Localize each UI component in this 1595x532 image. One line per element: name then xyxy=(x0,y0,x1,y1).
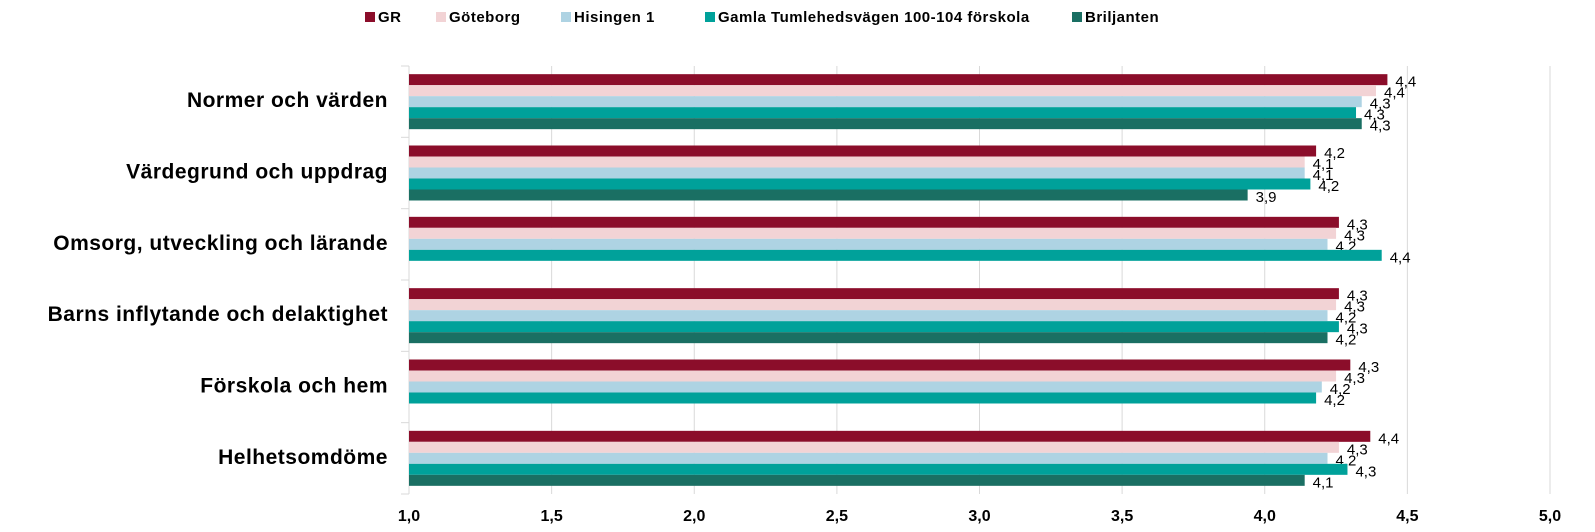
bar xyxy=(409,167,1305,179)
bar xyxy=(409,430,1371,442)
value-label: 4,4 xyxy=(1384,85,1405,102)
x-tick-label: 1,0 xyxy=(398,508,420,525)
legend-swatch xyxy=(365,12,375,22)
bar xyxy=(409,370,1337,382)
legend-label: Hisingen 1 xyxy=(574,9,655,26)
value-label: 4,3 xyxy=(1347,288,1368,305)
value-label: 4,3 xyxy=(1364,107,1385,124)
value-label: 4,4 xyxy=(1395,74,1416,91)
bar xyxy=(409,332,1328,344)
bar xyxy=(409,381,1322,393)
legend-label: GR xyxy=(378,9,402,26)
value-label: 4,3 xyxy=(1347,441,1368,458)
bar xyxy=(409,238,1328,250)
bar xyxy=(409,74,1388,86)
legend-label: Göteborg xyxy=(449,9,521,26)
bar xyxy=(409,227,1337,239)
bar xyxy=(409,310,1328,322)
legend-swatch xyxy=(705,12,715,22)
bar xyxy=(409,189,1248,201)
x-tick-label: 4,5 xyxy=(1396,508,1418,525)
value-label: 4,2 xyxy=(1324,145,1345,162)
legend-swatch xyxy=(436,12,446,22)
bar xyxy=(409,156,1305,168)
value-label: 4,3 xyxy=(1347,321,1368,338)
value-label: 4,3 xyxy=(1370,96,1391,113)
value-label: 3,9 xyxy=(1256,189,1277,206)
value-label: 4,3 xyxy=(1355,463,1376,480)
category-label: Omsorg, utveckling och lärande xyxy=(53,232,388,255)
value-label: 4,2 xyxy=(1324,392,1345,409)
bar xyxy=(409,474,1305,486)
value-label: 4,2 xyxy=(1330,381,1351,398)
category-label: Värdegrund och uppdrag xyxy=(126,161,388,184)
value-label: 4,1 xyxy=(1313,474,1334,491)
value-label: 4,3 xyxy=(1358,359,1379,376)
value-label: 4,1 xyxy=(1313,167,1334,184)
bar xyxy=(409,452,1328,464)
legend-swatch xyxy=(561,12,571,22)
category-label: Normer och värden xyxy=(187,89,388,112)
bar xyxy=(409,107,1357,119)
bar xyxy=(409,118,1362,130)
bar xyxy=(409,392,1317,404)
x-tick-label: 5,0 xyxy=(1539,508,1561,525)
category-label: Barns inflytande och delaktighet xyxy=(48,303,388,326)
value-label: 4,4 xyxy=(1390,249,1411,266)
bar xyxy=(409,178,1311,190)
value-label: 4,2 xyxy=(1336,310,1357,327)
x-tick-label: 3,5 xyxy=(1111,508,1133,525)
x-tick-label: 1,5 xyxy=(541,508,563,525)
bar xyxy=(409,145,1317,157)
category-label: Helhetsomdöme xyxy=(218,446,388,469)
bar xyxy=(409,96,1362,108)
value-label: 4,4 xyxy=(1378,430,1399,447)
bar xyxy=(409,299,1337,311)
bar xyxy=(409,288,1339,300)
x-tick-label: 2,5 xyxy=(826,508,848,525)
bar xyxy=(409,359,1351,371)
x-tick-label: 4,0 xyxy=(1254,508,1276,525)
bar xyxy=(409,463,1348,475)
value-label: 4,2 xyxy=(1318,178,1339,195)
bar xyxy=(409,85,1376,97)
value-label: 4,3 xyxy=(1344,227,1365,244)
value-label: 4,1 xyxy=(1313,156,1334,173)
legend-label: Gamla Tumlehedsvägen 100-104 förskola xyxy=(718,9,1030,26)
legend-swatch xyxy=(1072,12,1082,22)
value-label: 4,3 xyxy=(1344,370,1365,387)
value-label: 4,2 xyxy=(1336,332,1357,349)
value-label: 4,3 xyxy=(1370,118,1391,135)
category-label: Förskola och hem xyxy=(200,375,388,398)
x-tick-label: 3,0 xyxy=(968,508,990,525)
bar xyxy=(409,441,1339,453)
bar xyxy=(409,249,1382,261)
bar xyxy=(409,321,1339,333)
bar xyxy=(409,216,1339,228)
legend-label: Briljanten xyxy=(1085,9,1159,26)
value-label: 4,3 xyxy=(1347,216,1368,233)
value-label: 4,3 xyxy=(1344,299,1365,316)
x-tick-label: 2,0 xyxy=(683,508,705,525)
